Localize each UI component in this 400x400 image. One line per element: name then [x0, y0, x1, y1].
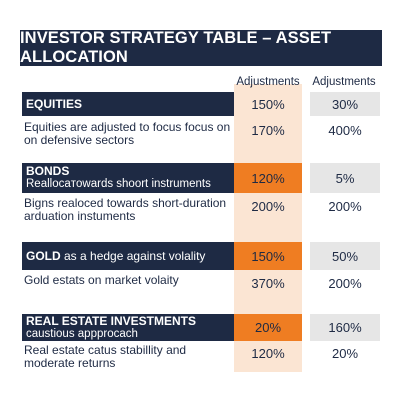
- detail-value-1: 200%: [251, 199, 285, 214]
- category-value-1: 120%: [234, 163, 302, 193]
- table-title: INVESTOR STRATEGY TABLE – ASSET ALLOCATI…: [20, 29, 382, 66]
- category-label: EQUITIES: [22, 92, 234, 116]
- category-suffix: as a hedge against volality: [60, 248, 206, 263]
- detail-row-equities: Equities are adjusted to focus focus on …: [22, 121, 380, 147]
- category-value-2: 5%: [310, 163, 380, 193]
- column-header-adjustments-1: Adjustments: [236, 76, 300, 88]
- detail-description: Equities are adjusted to focus focus on …: [24, 120, 231, 147]
- category-label: BONDS Reallocaтowards shoort instruments: [22, 163, 234, 193]
- detail-description: Real estate catus stabillity and moderat…: [24, 343, 187, 370]
- column-header-adjustments-2: Adjustments: [312, 76, 376, 88]
- category-name: BONDS: [26, 164, 70, 178]
- category-value-2: 50%: [310, 242, 380, 270]
- detail-row-gold: Gold estats on market volaity 370% 200%: [22, 273, 380, 292]
- detail-value-1: 370%: [251, 276, 285, 291]
- detail-row-bonds: Bigns realoced towards short-duration ar…: [22, 197, 380, 223]
- detail-value-1: 120%: [251, 346, 285, 361]
- category-subtitle: caustious appprocach: [26, 327, 138, 340]
- category-name: REAL ESTATE INVESTMENTS: [26, 313, 197, 328]
- category-value-1: 20%: [234, 314, 302, 341]
- category-label: GOLD as a hedge against volality: [22, 242, 234, 270]
- detail-description: Gold estats on market volaity: [24, 273, 179, 287]
- category-value-2: 160%: [310, 314, 380, 341]
- detail-value-2: 200%: [328, 276, 362, 291]
- category-value-1: 150%: [234, 242, 302, 270]
- category-value-1: 150%: [251, 96, 285, 112]
- category-name: GOLD: [26, 248, 61, 263]
- category-label: REAL ESTATE INVESTMENTS caustious apppro…: [22, 314, 234, 341]
- category-row-gold: GOLD as a hedge against volality 150% 50…: [22, 242, 380, 270]
- detail-value-2: 400%: [328, 123, 362, 138]
- category-subtitle: Reallocaтowards shoort instruments: [26, 178, 211, 190]
- detail-description: Bigns realoced towards short-duration ar…: [24, 196, 227, 223]
- category-name: EQUITIES: [26, 96, 83, 111]
- detail-row-real-estate: Real estate catus stabillity and moderat…: [22, 344, 380, 370]
- category-row-equities: EQUITIES 150% 30%: [22, 92, 380, 116]
- title-text: INVESTOR STRATEGY TABLE – ASSET ALLOCATI…: [20, 29, 332, 66]
- detail-value-2: 20%: [331, 346, 359, 361]
- detail-value-1: 170%: [251, 123, 285, 138]
- category-row-bonds: BONDS Reallocaтowards shoort instruments…: [22, 163, 380, 193]
- category-row-real-estate: REAL ESTATE INVESTMENTS caustious apppro…: [22, 314, 380, 341]
- detail-value-2: 200%: [328, 199, 362, 214]
- category-value-2: 30%: [310, 92, 380, 116]
